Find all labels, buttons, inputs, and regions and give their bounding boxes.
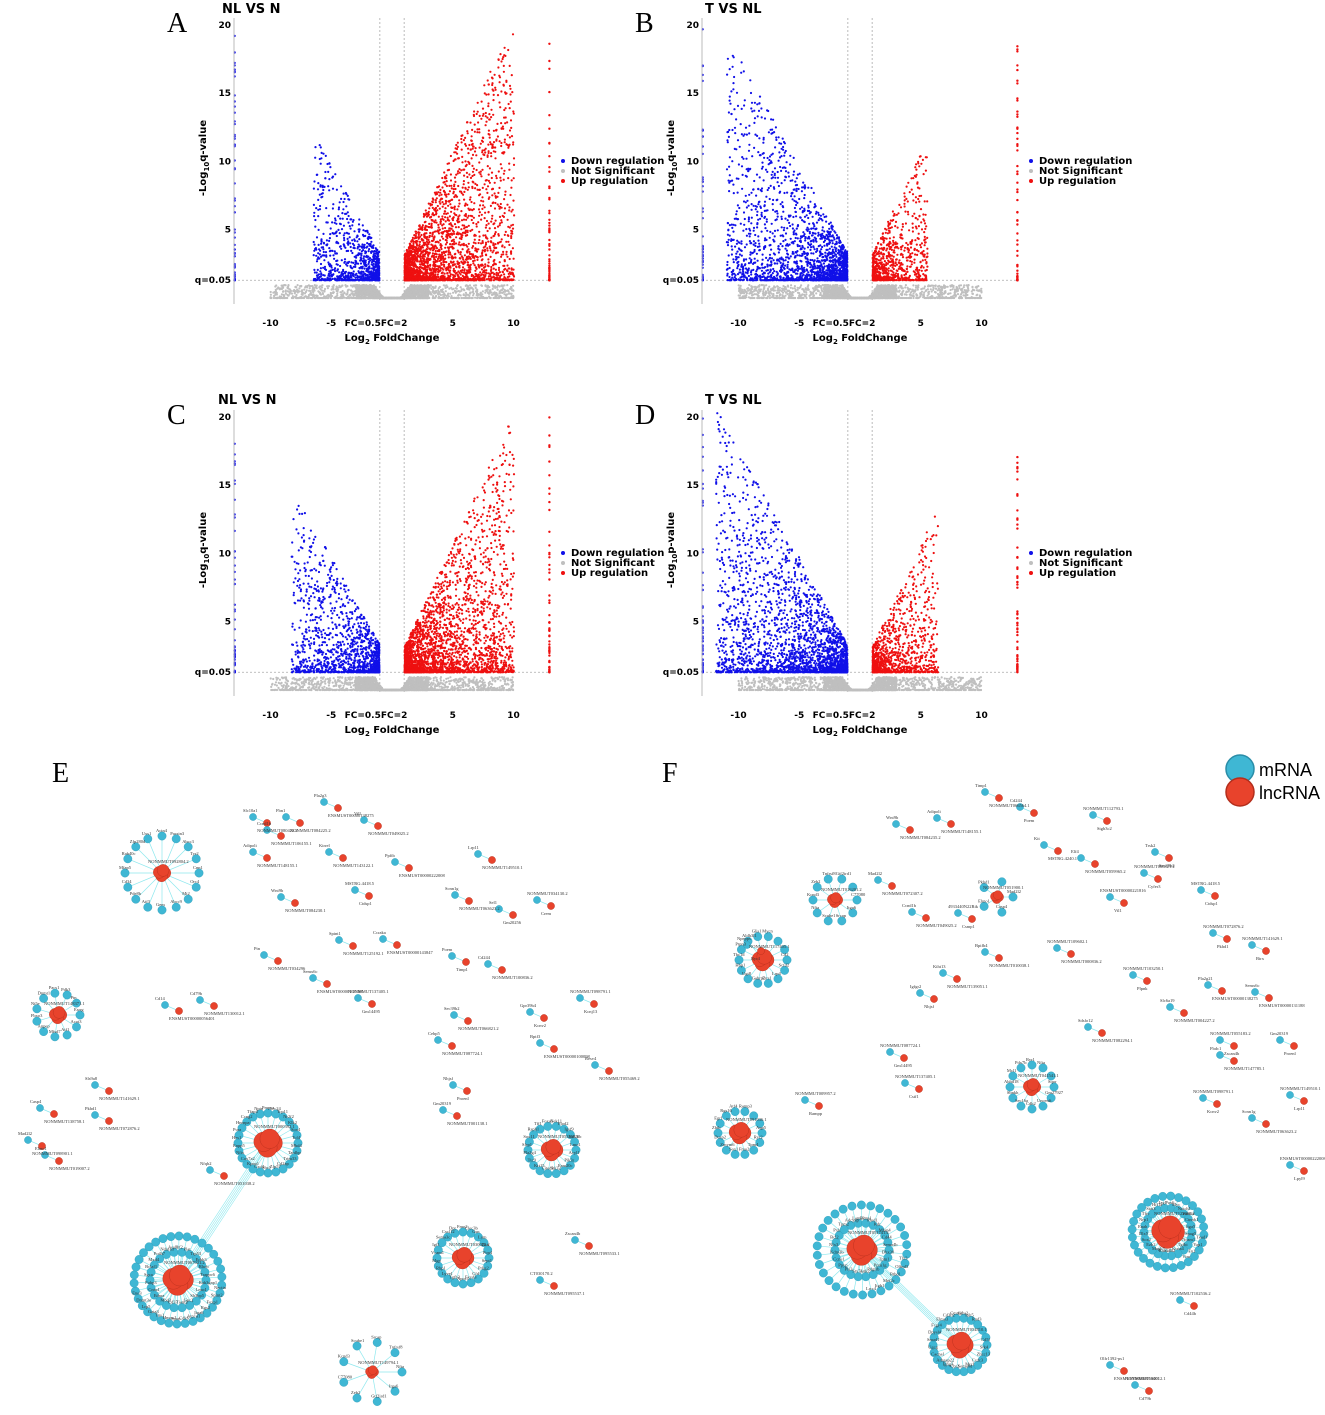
data-point [270, 294, 272, 296]
data-point [297, 284, 299, 286]
data-point [340, 294, 342, 296]
data-point [348, 289, 350, 291]
data-point [442, 294, 444, 296]
data-point [285, 291, 287, 293]
data-point [336, 295, 338, 297]
data-point [512, 297, 514, 299]
data-point [331, 295, 333, 297]
data-point [287, 290, 289, 292]
data-point [449, 293, 451, 295]
data-point [274, 294, 276, 296]
volcano-plots: A NL VS N5101520-10 -5 5 10q=0.05FC=0.5 FC=2L… [167, 2, 1132, 738]
data-point [282, 290, 284, 292]
data-point [460, 297, 462, 299]
data-point [295, 294, 297, 296]
data-point [501, 292, 503, 294]
data-point [345, 294, 347, 296]
data-point [285, 284, 287, 286]
data-point [285, 293, 287, 295]
data-point [341, 291, 343, 293]
data-point [443, 297, 445, 299]
data-point [496, 286, 498, 288]
data-point [467, 286, 469, 288]
data-point [450, 295, 452, 297]
data-point [353, 293, 355, 295]
data-point [303, 296, 305, 298]
data-point [497, 289, 499, 291]
data-point [287, 295, 289, 297]
data-point [305, 291, 307, 293]
data-point [495, 292, 497, 294]
data-point [454, 290, 456, 292]
data-point [474, 297, 476, 299]
panel-label: A [167, 8, 188, 39]
data-point [464, 295, 466, 297]
data-point [317, 290, 319, 292]
data-point [327, 294, 329, 296]
data-point [434, 297, 436, 299]
volcano-panel-a: A NL VS N5101520-10 -5 5 10q=0.05FC=0.5 FC=2L… [167, 2, 664, 346]
data-point [430, 284, 432, 286]
data-point [327, 287, 329, 289]
data-point [274, 285, 276, 287]
data-point [319, 288, 321, 290]
data-point [482, 290, 484, 292]
data-point [350, 284, 352, 286]
data-point [512, 285, 514, 287]
data-point [432, 295, 434, 297]
data-point [326, 285, 328, 287]
data-point [468, 295, 470, 297]
panel-title: NL VS N [222, 2, 281, 17]
data-point [508, 290, 510, 292]
data-point [452, 292, 454, 294]
figure-canvas: A NL VS N5101520-10 -5 5 10q=0.05FC=0.5 FC=2L… [0, 0, 1325, 1415]
data-point [336, 291, 338, 293]
data-point [294, 286, 296, 288]
data-point [492, 297, 494, 299]
data-point [350, 289, 352, 291]
data-point [465, 284, 467, 286]
data-point [512, 290, 514, 292]
data-point [492, 288, 494, 290]
data-point [298, 287, 300, 289]
data-point [460, 286, 462, 288]
data-point [445, 290, 447, 292]
